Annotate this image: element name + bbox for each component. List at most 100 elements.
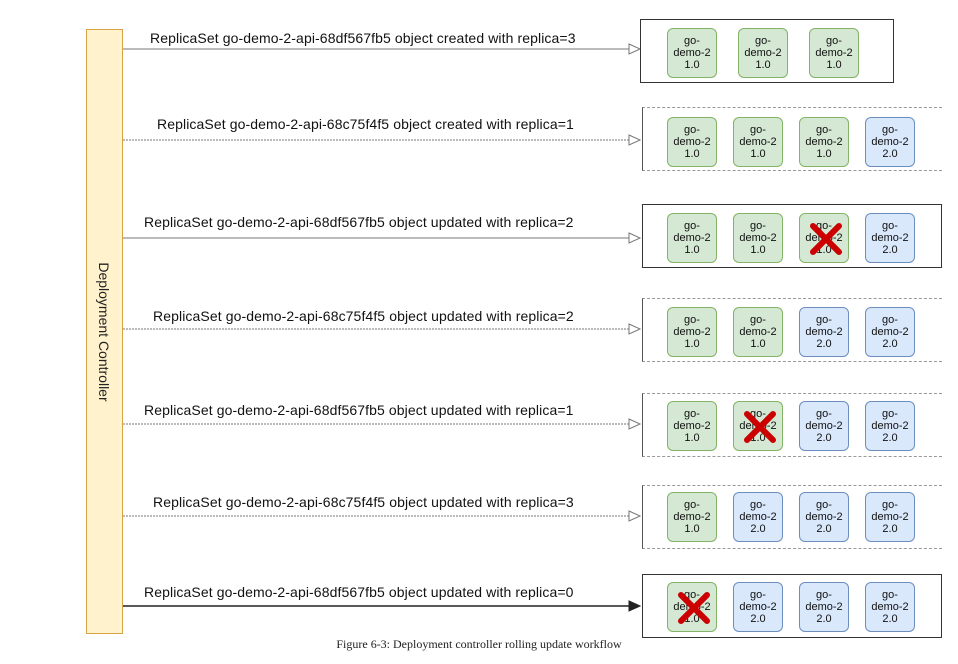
pod-name: go- [882, 499, 898, 511]
pod-v2-0: go-demo-2 2.0 [733, 582, 783, 632]
pod-name: go- [750, 314, 766, 326]
pod-name: go- [684, 35, 700, 47]
pod-version: 1.0 [826, 59, 842, 71]
pod-name: go- [816, 499, 832, 511]
pod-name: demo-2 [815, 47, 853, 59]
pod-name: go- [816, 408, 832, 420]
pod-v2-0: go-demo-2 2.0 [799, 492, 849, 542]
pod-version: 2.0 [882, 148, 898, 160]
pod-name: demo-2 [805, 136, 843, 148]
pod-name: demo-2 [805, 420, 843, 432]
pod-name: go- [750, 220, 766, 232]
pod-version: 2.0 [816, 338, 832, 350]
pod-v2-0: go-demo-2 2.0 [865, 307, 915, 357]
pod-name: go- [755, 35, 771, 47]
terminate-x-icon [744, 411, 776, 443]
pod-name: demo-2 [739, 326, 777, 338]
pod-name: go- [684, 499, 700, 511]
step-message-3: ReplicaSet go-demo-2-api-68df567fb5 obje… [144, 214, 574, 230]
pod-v2-0: go-demo-2 2.0 [865, 492, 915, 542]
pod-version: 2.0 [816, 432, 832, 444]
pod-v2-0: go-demo-2 2.0 [865, 117, 915, 167]
pod-version: 2.0 [882, 523, 898, 535]
pod-v1-0: go-demo-21.0 [667, 582, 717, 632]
pod-version: 2.0 [882, 244, 898, 256]
pod-version: 2.0 [882, 613, 898, 625]
pod-v2-0: go-demo-2 2.0 [799, 582, 849, 632]
pod-name: go- [816, 124, 832, 136]
pod-version: 1.0 [750, 244, 766, 256]
step-arrow-5 [123, 418, 642, 430]
pod-name: go- [684, 124, 700, 136]
pod-v2-0: go-demo-2 2.0 [733, 492, 783, 542]
pod-name: go- [882, 314, 898, 326]
pod-v2-0: go-demo-2 2.0 [865, 401, 915, 451]
pod-version: 1.0 [684, 523, 700, 535]
terminate-x-icon [678, 592, 710, 624]
pod-name: go- [750, 589, 766, 601]
pod-name: go- [826, 35, 842, 47]
step-message-4: ReplicaSet go-demo-2-api-68c75f4f5 objec… [153, 308, 574, 324]
pod-name: demo-2 [871, 511, 909, 523]
step-message-5: ReplicaSet go-demo-2-api-68df567fb5 obje… [144, 402, 574, 418]
step-arrow-4 [123, 323, 642, 335]
pod-name: demo-2 [805, 511, 843, 523]
pod-name: demo-2 [805, 601, 843, 613]
pod-name: demo-2 [673, 511, 711, 523]
pod-version: 1.0 [750, 338, 766, 350]
pod-v2-0: go-demo-2 2.0 [865, 213, 915, 263]
pod-name: demo-2 [673, 420, 711, 432]
pod-name: go- [684, 220, 700, 232]
pod-version: 1.0 [684, 148, 700, 160]
step-arrow-2 [123, 134, 642, 146]
pod-name: demo-2 [673, 47, 711, 59]
pod-version: 2.0 [882, 432, 898, 444]
pod-name: go- [750, 124, 766, 136]
pod-name: go- [684, 408, 700, 420]
pod-name: demo-2 [739, 601, 777, 613]
pod-version: 2.0 [882, 338, 898, 350]
pod-version: 2.0 [750, 613, 766, 625]
pod-v2-0: go-demo-2 2.0 [865, 582, 915, 632]
step-arrow-7 [123, 600, 642, 612]
step-message-1: ReplicaSet go-demo-2-api-68df567fb5 obje… [150, 30, 576, 46]
step-arrow-6 [123, 510, 642, 522]
deployment-controller-label: Deployment Controller [96, 262, 112, 402]
pod-name: demo-2 [673, 136, 711, 148]
pod-name: go- [882, 408, 898, 420]
pod-name: demo-2 [744, 47, 782, 59]
pod-name: go- [882, 589, 898, 601]
pod-name: demo-2 [871, 420, 909, 432]
pod-name: demo-2 [673, 232, 711, 244]
pod-version: 2.0 [750, 523, 766, 535]
step-arrow-3 [123, 232, 642, 244]
pod-name: go- [882, 124, 898, 136]
pod-version: 1.0 [816, 148, 832, 160]
pod-version: 2.0 [816, 523, 832, 535]
pod-v1-0: go-demo-21.0 [799, 213, 849, 263]
deployment-controller-box [86, 29, 123, 634]
pod-version: 1.0 [684, 244, 700, 256]
step-message-7: ReplicaSet go-demo-2-api-68df567fb5 obje… [144, 584, 574, 600]
pod-name: go- [684, 314, 700, 326]
pod-version: 1.0 [755, 59, 771, 71]
pod-version: 2.0 [816, 613, 832, 625]
pod-name: go- [816, 589, 832, 601]
figure-caption: Figure 6-3: Deployment controller rollin… [336, 637, 622, 651]
pod-name: demo-2 [739, 136, 777, 148]
pod-version: 1.0 [684, 432, 700, 444]
pod-name: demo-2 [739, 232, 777, 244]
pod-name: demo-2 [871, 326, 909, 338]
pod-name: demo-2 [871, 232, 909, 244]
terminate-x-icon [810, 223, 842, 255]
